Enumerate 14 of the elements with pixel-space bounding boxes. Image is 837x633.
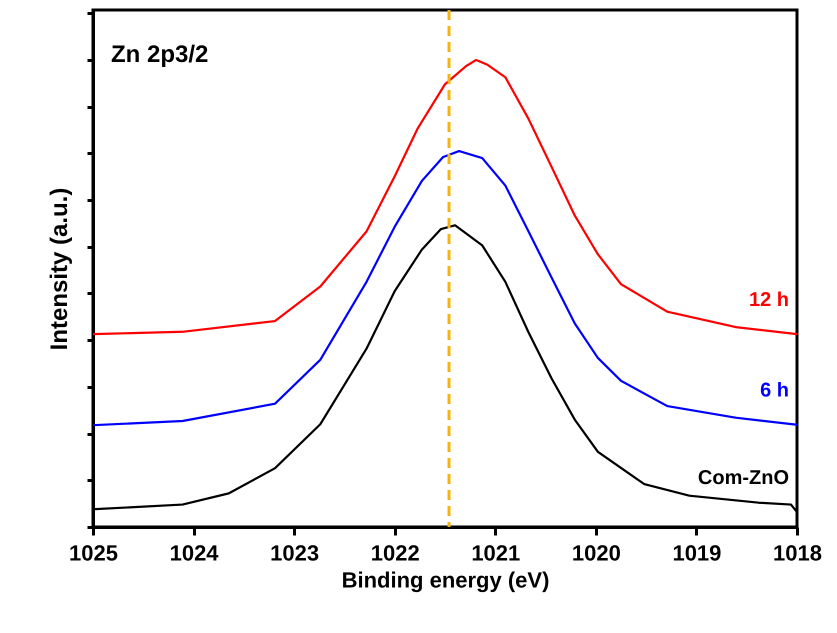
series-label: 12 h — [748, 289, 789, 312]
x-tick-label: 1019 — [672, 540, 722, 566]
x-tick-label: 1023 — [270, 540, 320, 566]
x-tick-label: 1022 — [370, 540, 420, 566]
y-axis-title: Intensity (a.u.) — [46, 188, 73, 350]
x-tick-label: 1020 — [572, 540, 621, 566]
series-label: 6 h — [760, 380, 789, 402]
x-axis-title: Binding energy (eV) — [342, 568, 550, 592]
x-tick-label: 1024 — [170, 540, 220, 566]
x-tick-label: 1025 — [69, 540, 118, 566]
x-tick-label: 1021 — [471, 540, 520, 566]
x-tick-label: 1018 — [773, 540, 822, 566]
series-label: Com-ZnO — [698, 467, 789, 490]
chart-title: Zn 2p3/2 — [111, 41, 208, 68]
